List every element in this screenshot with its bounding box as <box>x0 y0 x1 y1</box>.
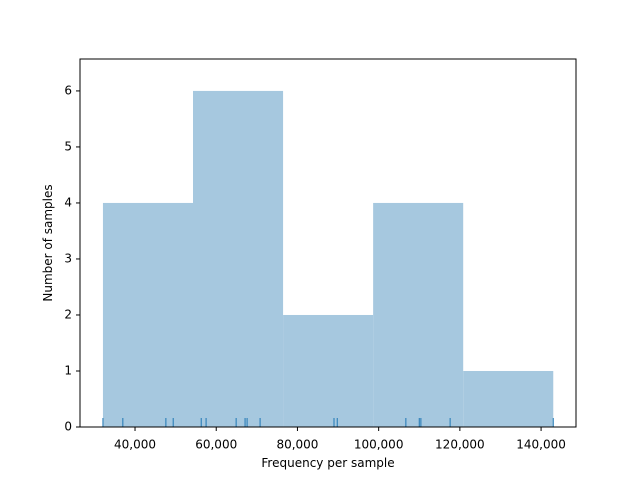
x-tick-label: 60,000 <box>195 438 237 452</box>
y-tick-label: 5 <box>64 139 72 153</box>
bar <box>373 202 464 427</box>
x-tick-label: 40,000 <box>114 438 156 452</box>
y-tick-label: 4 <box>64 195 72 209</box>
y-axis-label: Number of samples <box>41 184 55 301</box>
bar <box>193 90 284 427</box>
y-tick-label: 3 <box>64 251 72 265</box>
plot-frame <box>79 58 577 428</box>
y-tick-label: 0 <box>64 420 72 434</box>
y-tick-label: 6 <box>64 83 72 97</box>
x-tick-label: 120,000 <box>435 438 485 452</box>
bar <box>283 314 374 427</box>
bar <box>102 202 194 427</box>
y-tick-label: 2 <box>64 307 72 321</box>
x-tick-label: 140,000 <box>516 438 566 452</box>
x-axis-label: Frequency per sample <box>261 456 394 470</box>
x-tick-label: 80,000 <box>276 438 318 452</box>
y-tick-label: 1 <box>64 363 72 377</box>
x-tick-label: 100,000 <box>354 438 404 452</box>
bar <box>463 370 554 427</box>
